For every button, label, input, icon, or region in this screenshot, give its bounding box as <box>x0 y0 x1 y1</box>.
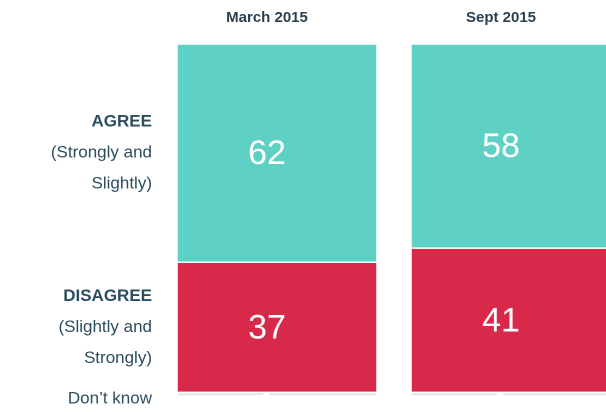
value-label: 58 <box>482 127 520 165</box>
bar-segment <box>176 43 378 263</box>
bar-segment <box>410 247 606 394</box>
series-description: Slightly) <box>92 174 152 193</box>
value-label: 37 <box>248 308 286 346</box>
series-description: Strongly) <box>84 348 152 367</box>
bar-segment <box>176 261 378 394</box>
column-label: Sept 2015 <box>466 9 536 26</box>
value-label: 1 <box>258 385 277 412</box>
column-label: March 2015 <box>226 9 308 26</box>
series-label: Don’t know <box>68 389 153 408</box>
value-label: 41 <box>482 301 520 339</box>
value-label: 1 <box>492 385 511 412</box>
series-label: DISAGREE <box>63 286 152 305</box>
series-description: (Slightly and <box>58 317 152 336</box>
bar-segment <box>176 391 378 397</box>
value-label: 62 <box>248 134 286 172</box>
series-label: AGREE <box>92 112 152 131</box>
bar-segment <box>410 391 606 397</box>
series-description: (Strongly and <box>51 143 152 162</box>
